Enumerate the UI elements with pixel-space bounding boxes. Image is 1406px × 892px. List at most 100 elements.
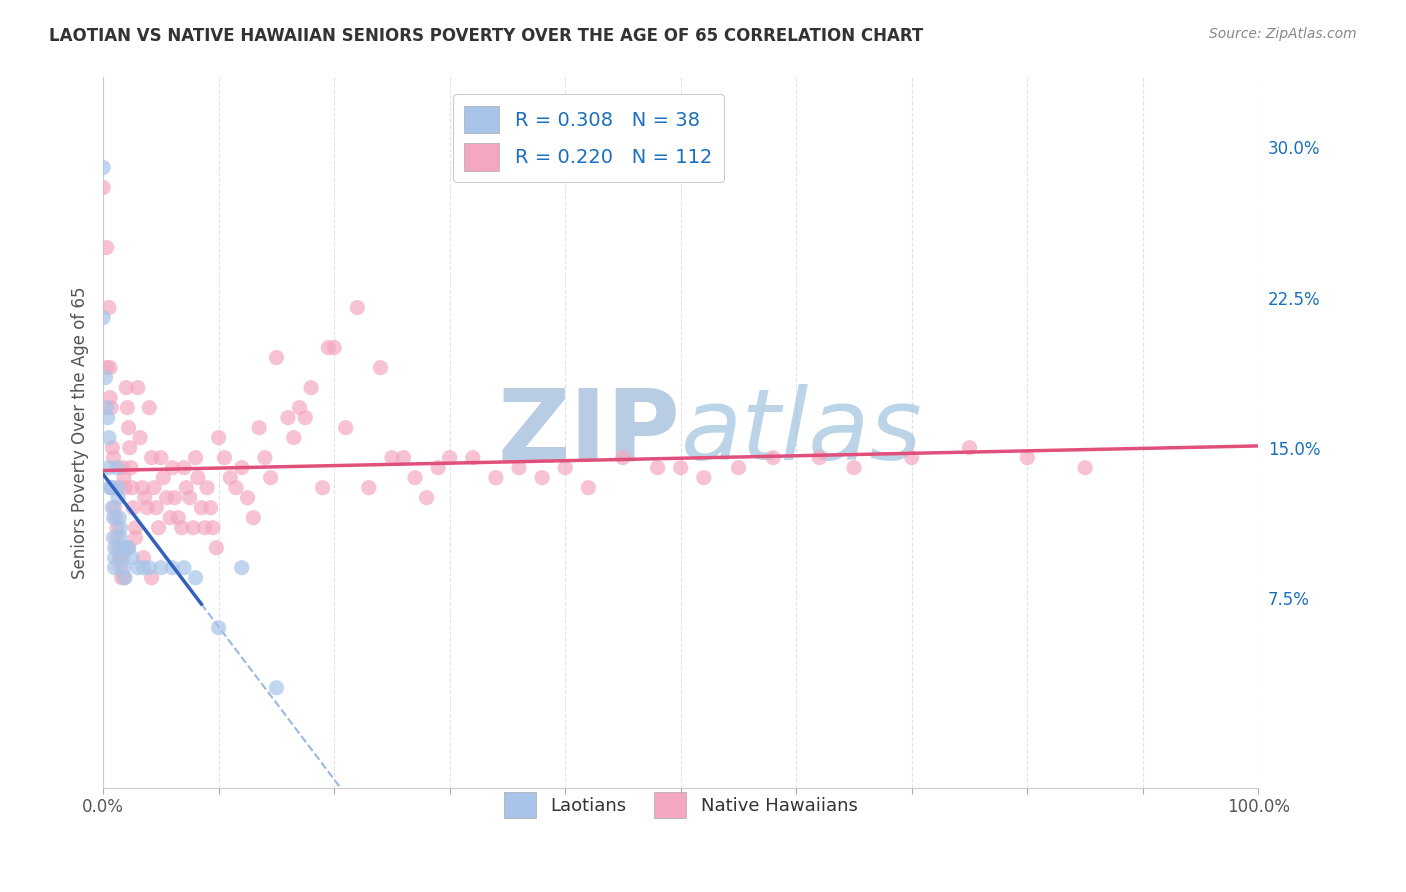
Point — [120, 460, 142, 475]
Point — [104, 541, 127, 555]
Point — [762, 450, 785, 465]
Point — [242, 510, 264, 524]
Point — [194, 521, 217, 535]
Point — [727, 460, 749, 475]
Point — [669, 460, 692, 475]
Point — [107, 481, 129, 495]
Point — [415, 491, 437, 505]
Point — [103, 450, 125, 465]
Point — [236, 491, 259, 505]
Point — [335, 420, 357, 434]
Point — [148, 521, 170, 535]
Point — [114, 571, 136, 585]
Point — [110, 531, 132, 545]
Point — [103, 481, 125, 495]
Point — [98, 391, 121, 405]
Point — [200, 500, 222, 515]
Point — [162, 560, 184, 574]
Point — [231, 460, 253, 475]
Point — [149, 450, 172, 465]
Point — [97, 301, 120, 315]
Point — [94, 370, 117, 384]
Point — [173, 560, 195, 574]
Point — [121, 550, 143, 565]
Point — [152, 471, 174, 485]
Point — [381, 450, 404, 465]
Point — [96, 241, 118, 255]
Point — [111, 460, 134, 475]
Point — [159, 510, 181, 524]
Point — [108, 550, 131, 565]
Text: Source: ZipAtlas.com: Source: ZipAtlas.com — [1209, 27, 1357, 41]
Point — [554, 460, 576, 475]
Point — [181, 521, 204, 535]
Point — [485, 471, 508, 485]
Point — [612, 450, 634, 465]
Point — [247, 420, 270, 434]
Point — [110, 521, 132, 535]
Point — [104, 550, 127, 565]
Point — [124, 531, 146, 545]
Point — [842, 460, 865, 475]
Point — [124, 521, 146, 535]
Point — [110, 541, 132, 555]
Point — [129, 431, 152, 445]
Point — [253, 450, 276, 465]
Point — [103, 531, 125, 545]
Point — [283, 431, 305, 445]
Point — [156, 491, 179, 505]
Point — [103, 510, 125, 524]
Point — [105, 531, 128, 545]
Point — [118, 441, 141, 455]
Point — [318, 341, 340, 355]
Point — [110, 560, 132, 574]
Point — [117, 541, 139, 555]
Point — [122, 500, 145, 515]
Point — [132, 560, 155, 574]
Point — [357, 481, 380, 495]
Point — [121, 481, 143, 495]
Point — [104, 510, 127, 524]
Point — [112, 471, 135, 485]
Point — [288, 401, 311, 415]
Point — [900, 450, 922, 465]
Point — [1074, 460, 1097, 475]
Point — [208, 431, 231, 445]
Point — [149, 560, 172, 574]
Point — [96, 401, 118, 415]
Point — [134, 491, 156, 505]
Point — [101, 500, 124, 515]
Point — [259, 471, 281, 485]
Point — [808, 450, 831, 465]
Point — [110, 550, 132, 565]
Point — [136, 500, 159, 515]
Point — [163, 491, 186, 505]
Point — [141, 571, 163, 585]
Point — [231, 560, 253, 574]
Point — [693, 471, 716, 485]
Point — [107, 541, 129, 555]
Point — [104, 560, 127, 574]
Point — [176, 481, 198, 495]
Point — [138, 401, 160, 415]
Y-axis label: Seniors Poverty Over the Age of 65: Seniors Poverty Over the Age of 65 — [72, 286, 89, 579]
Point — [138, 560, 160, 574]
Point — [214, 450, 236, 465]
Point — [112, 571, 135, 585]
Point — [439, 450, 461, 465]
Point — [104, 500, 127, 515]
Point — [127, 381, 149, 395]
Point — [145, 500, 167, 515]
Point — [117, 401, 139, 415]
Point — [132, 550, 155, 565]
Point — [105, 460, 128, 475]
Point — [143, 481, 166, 495]
Point — [187, 471, 209, 485]
Point — [201, 521, 224, 535]
Point — [205, 541, 228, 555]
Point — [162, 460, 184, 475]
Point — [370, 360, 392, 375]
Point — [190, 500, 212, 515]
Text: ZIP: ZIP — [498, 384, 681, 481]
Point — [219, 471, 242, 485]
